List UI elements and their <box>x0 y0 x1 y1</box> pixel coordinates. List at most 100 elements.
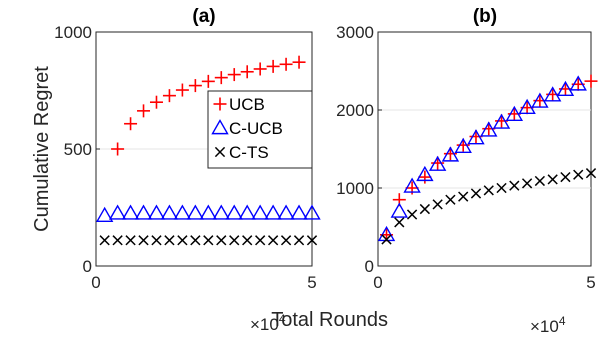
legend-items: UCB C-UCB C-TS <box>211 95 283 162</box>
point-a-c-ucb-10 <box>225 204 243 220</box>
point-b-c-ts-0 <box>381 234 392 245</box>
point-a-c-ts-3 <box>138 235 149 246</box>
point-a-c-ucb-2 <box>121 204 140 220</box>
point-a-ucb-6 <box>188 79 202 93</box>
x-axis-label: Total Rounds <box>271 309 388 331</box>
point-a-c-ucb-9 <box>212 204 230 220</box>
point-b-ucb-4 <box>431 156 445 170</box>
point-b-c-ts-11 <box>521 178 533 189</box>
legend-label-c-ucb: C-UCB <box>229 119 283 138</box>
legend-marker-c-ucb <box>211 119 229 135</box>
point-a-c-ts-11 <box>242 235 253 246</box>
point-b-ucb-16 <box>584 74 598 88</box>
point-a-ucb-1 <box>124 117 138 131</box>
point-a-c-ts-6 <box>177 235 188 246</box>
point-b-c-ucb-1 <box>390 202 409 218</box>
point-a-c-ts-4 <box>151 235 162 246</box>
ytick-label-b-2: 2000 <box>336 101 374 120</box>
point-a-ucb-3 <box>149 95 163 109</box>
point-b-c-ucb-13 <box>543 86 562 102</box>
point-a-c-ts-14 <box>280 235 292 246</box>
point-b-c-ucb-15 <box>569 75 587 91</box>
point-a-ucb-2 <box>137 104 151 118</box>
point-a-c-ucb-11 <box>238 204 256 220</box>
point-a-ucb-7 <box>201 74 215 88</box>
point-a-ucb-9 <box>227 68 241 82</box>
point-a-c-ucb-5 <box>160 204 179 220</box>
point-a-ucb-10 <box>240 65 254 79</box>
point-a-c-ts-13 <box>267 235 279 246</box>
point-b-c-ts-15 <box>573 169 584 180</box>
legend-marker-c-ts <box>214 146 226 158</box>
point-b-c-ucb-4 <box>428 155 447 171</box>
point-b-c-ts-5 <box>445 194 456 205</box>
point-b-c-ucb-6 <box>454 137 472 153</box>
point-b-c-ucb-2 <box>403 177 421 193</box>
ytick-label-b-0: 0 <box>365 257 374 276</box>
point-a-c-ts-15 <box>293 235 305 246</box>
point-a-ucb-12 <box>266 59 280 73</box>
point-b-c-ucb-5 <box>441 146 460 162</box>
ticks-a: 0 500 1000 0 5 <box>54 23 317 292</box>
point-a-c-ucb-16 <box>303 204 321 220</box>
point-a-ucb-13 <box>279 57 293 71</box>
point-b-ucb-3 <box>418 170 432 184</box>
xtick-label-b-0: 0 <box>373 273 382 292</box>
point-a-c-ts-2 <box>125 235 136 246</box>
point-b-c-ts-16 <box>585 168 597 179</box>
ytick-label-b-1: 1000 <box>336 179 374 198</box>
point-b-ucb-6 <box>456 138 470 152</box>
point-a-ucb-4 <box>162 89 176 103</box>
x-scale-label-b: ×104 <box>530 314 566 336</box>
point-a-c-ucb-6 <box>173 204 192 220</box>
ytick-label-a-2: 1000 <box>54 23 92 42</box>
point-a-c-ucb-12 <box>251 204 269 220</box>
point-b-c-ts-9 <box>496 182 507 194</box>
point-b-c-ucb-12 <box>531 92 549 108</box>
xtick-label-a-0: 0 <box>91 273 100 292</box>
legend-marker-ucb <box>213 97 227 111</box>
ytick-label-b-3: 3000 <box>336 23 374 42</box>
point-a-ucb-5 <box>175 83 189 97</box>
point-b-c-ts-4 <box>432 199 443 210</box>
xtick-label-b-1: 5 <box>586 273 595 292</box>
point-b-c-ucb-3 <box>416 165 434 182</box>
point-b-c-ucb-11 <box>518 98 536 114</box>
point-a-c-ucb-14 <box>277 204 295 220</box>
y-axis-label: Cumulative Regret <box>31 66 53 232</box>
point-a-c-ts-7 <box>190 235 201 246</box>
point-a-ucb-11 <box>253 62 267 76</box>
point-b-c-ts-13 <box>547 174 558 185</box>
point-a-ucb-0 <box>111 142 125 156</box>
panel-b: 0 1000 2000 3000 0 5 (b) Total Rounds ×104 <box>271 6 598 336</box>
point-a-c-ucb-13 <box>264 204 282 220</box>
point-a-c-ucb-1 <box>108 204 127 220</box>
ytick-label-a-1: 500 <box>64 140 92 159</box>
legend: UCB C-UCB C-TS <box>207 90 313 169</box>
point-a-c-ucb-7 <box>186 204 205 220</box>
point-b-c-ts-8 <box>483 185 494 196</box>
point-a-c-ucb-4 <box>147 204 166 220</box>
xtick-label-a-1: 5 <box>307 273 316 292</box>
point-a-c-ucb-15 <box>290 204 308 220</box>
plot-area-b <box>377 31 592 267</box>
point-b-c-ucb-9 <box>492 113 511 129</box>
ytick-label-a-0: 0 <box>83 257 92 276</box>
x-scale-label-a: ×104 <box>250 312 286 334</box>
point-a-c-ts-5 <box>164 235 175 246</box>
point-b-c-ucb-8 <box>480 121 498 137</box>
point-a-c-ts-8 <box>203 235 214 246</box>
point-b-c-ts-1 <box>394 217 405 228</box>
point-a-c-ts-1 <box>112 235 123 246</box>
point-b-c-ts-12 <box>534 175 546 187</box>
point-a-c-ts-0 <box>99 235 110 246</box>
point-b-c-ucb-10 <box>505 105 524 122</box>
point-b-c-ts-10 <box>509 180 520 191</box>
point-b-ucb-5 <box>443 147 457 161</box>
point-a-c-ts-9 <box>216 235 227 246</box>
point-a-c-ucb-3 <box>134 204 153 220</box>
marks-a <box>95 55 321 246</box>
point-b-c-ucb-7 <box>467 129 485 145</box>
legend-label-c-ts: C-TS <box>229 143 269 162</box>
